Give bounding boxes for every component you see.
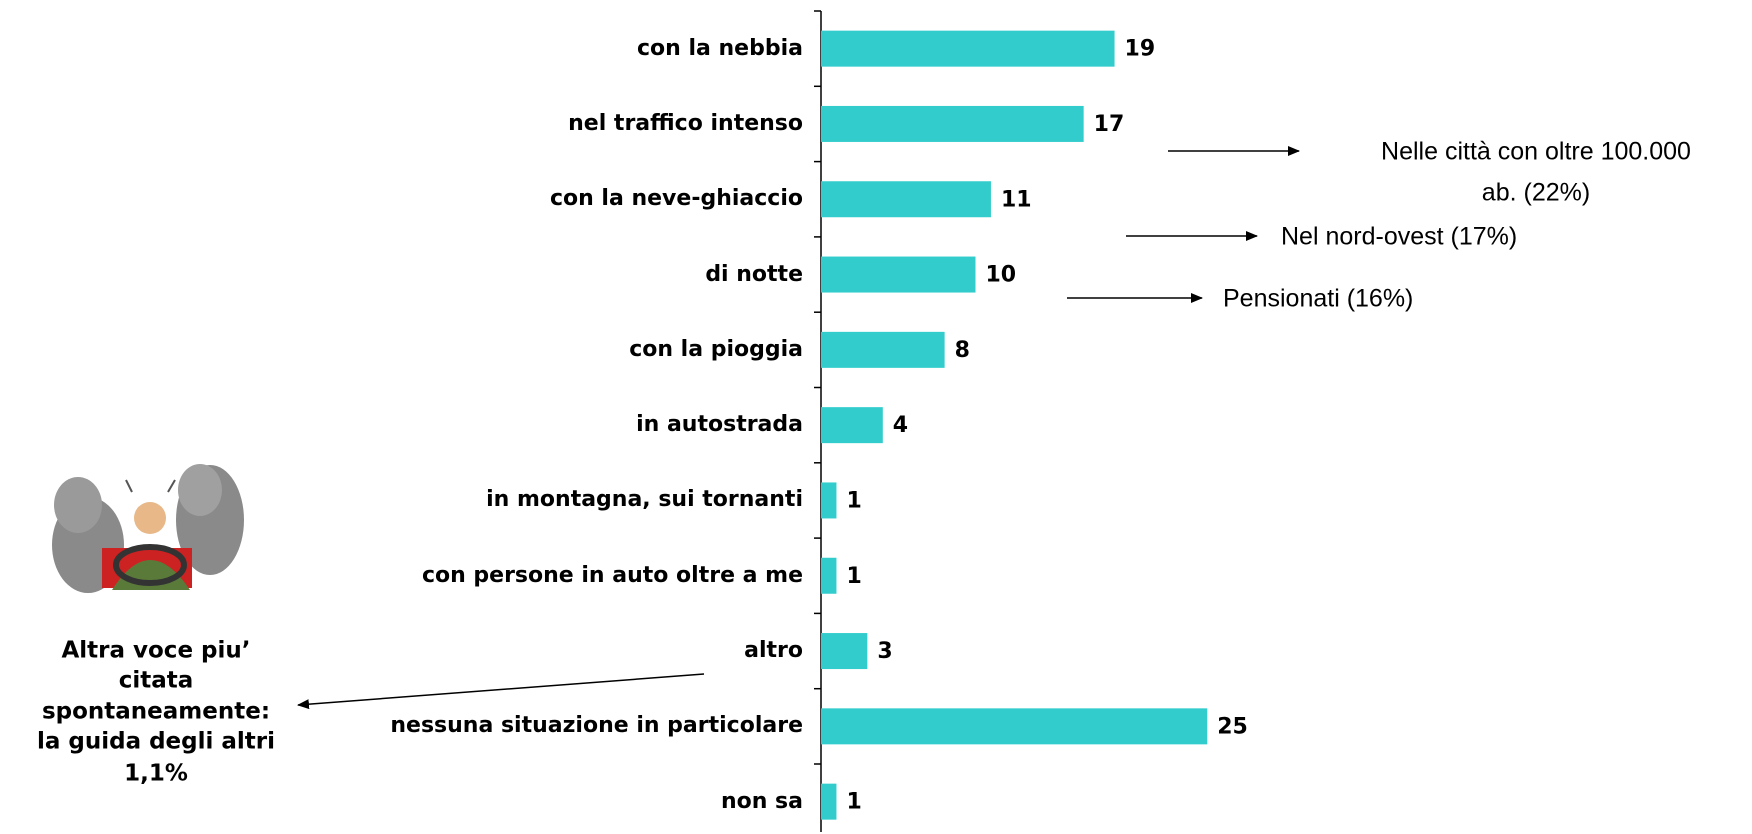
- category-label: con la pioggia: [343, 336, 803, 364]
- bar: [821, 784, 836, 820]
- chart: Nelle città con oltre 100.000 ab. (22%) …: [0, 0, 1752, 834]
- bar: [821, 558, 836, 594]
- value-label: 25: [1217, 714, 1248, 739]
- value-label: 11: [1001, 187, 1032, 212]
- side-note: 1,1%: [124, 761, 188, 787]
- annotation: ab. (22%): [1482, 179, 1590, 207]
- category-label: con la nebbia: [343, 35, 803, 63]
- value-label: 4: [893, 413, 908, 438]
- category-label: in autostrada: [343, 411, 803, 439]
- annotation: Pensionati (16%): [1223, 285, 1413, 313]
- bar: [821, 31, 1115, 67]
- bar: [821, 257, 976, 293]
- value-label: 1: [846, 564, 861, 589]
- side-note: Altra voce piu’: [61, 638, 250, 664]
- bar: [821, 633, 867, 669]
- value-label: 8: [955, 338, 970, 363]
- bar: [821, 181, 991, 217]
- annotation: Nelle città con oltre 100.000: [1381, 138, 1691, 166]
- value-label: 3: [877, 639, 892, 664]
- arrow: [298, 674, 704, 705]
- value-label: 1: [846, 488, 861, 513]
- side-note: spontaneamente:: [42, 699, 270, 725]
- category-label: altro: [343, 637, 803, 665]
- value-label: 17: [1094, 112, 1125, 137]
- category-label: non sa: [343, 788, 803, 816]
- category-label: di notte: [343, 261, 803, 289]
- page: Nelle città con oltre 100.000 ab. (22%) …: [0, 0, 1752, 834]
- category-label: con persone in auto oltre a me: [343, 562, 803, 590]
- value-label: 19: [1125, 37, 1156, 62]
- value-label: 10: [986, 263, 1017, 288]
- bar: [821, 708, 1207, 744]
- driver-cartoon: [52, 464, 244, 593]
- bar: [821, 106, 1084, 142]
- category-label: nel traffico intenso: [343, 110, 803, 138]
- bar: [821, 407, 883, 443]
- bar: [821, 482, 836, 518]
- category-label: in montagna, sui tornanti: [343, 486, 803, 514]
- annotation: Nel nord-ovest (17%): [1281, 223, 1517, 251]
- category-label: con la neve-ghiaccio: [343, 185, 803, 213]
- value-label: 1: [846, 790, 861, 815]
- bar: [821, 332, 945, 368]
- side-note: citata: [119, 668, 194, 694]
- side-note: la guida degli altri: [37, 729, 275, 755]
- category-label: nessuna situazione in particolare: [343, 712, 803, 740]
